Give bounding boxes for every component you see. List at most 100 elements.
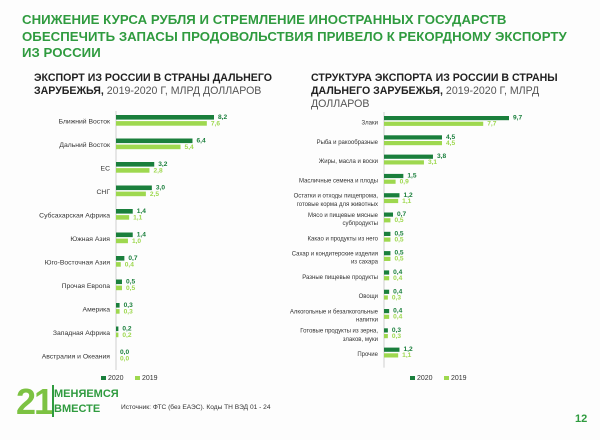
left-chart-value-label-2019: 7,6	[211, 120, 220, 127]
right-chart-bar-2020	[384, 212, 394, 217]
left-chart-bar-2020	[116, 138, 193, 144]
left-chart-category-label: Прочая Европа	[62, 283, 111, 290]
right-chart-value-label-2020: 1,5	[407, 173, 416, 180]
right-chart-bar-2019	[384, 276, 390, 281]
left-chart-bar-2019	[116, 238, 128, 244]
left-chart-category-label-line: Южная Азия	[70, 236, 110, 243]
left-chart-category-label: Западная Африка	[53, 330, 110, 337]
right-chart-legend-label-2019: 2019	[451, 375, 467, 382]
right-chart-bar-2020	[384, 270, 390, 275]
right-chart-category-label-line: Готовые продукты из зерна,	[300, 329, 378, 335]
right-chart-value-label-2019: 1,1	[402, 352, 411, 359]
right-chart-category-label: Алкогольные и безалкогольные напитки	[290, 309, 379, 323]
logo: 21 МЕНЯЕМСЯ ВМЕСТЕ	[16, 380, 126, 430]
left-chart-bar-2019	[116, 309, 120, 314]
left-chart-value-label-2020: 0,3	[124, 302, 133, 309]
left-chart-bar-2019	[116, 262, 121, 267]
left-chart-bar-2019	[116, 168, 150, 173]
right-chart-bar-2020	[384, 251, 391, 256]
left-chart: Ближний Восток 8,27,6 Дальний Восток 6,45,4…	[39, 111, 227, 382]
right-chart-value-label-2019: 7,7	[487, 121, 496, 128]
right-chart-category-label-line: Жиры, масла и воски	[319, 159, 378, 165]
right-chart-value-label-2020: 0,4	[393, 269, 402, 276]
left-chart-legend-swatch-2019	[135, 376, 140, 380]
right-chart-legend-swatch-2020	[410, 376, 415, 380]
right-chart-legend-label-2020: 2020	[417, 375, 433, 382]
left-chart-bar-2020	[116, 256, 125, 261]
left-chart-value-label-2019: 0,4	[125, 261, 134, 268]
right-chart-title-years: 2019-2020 г, млрд долларов	[311, 85, 540, 110]
left-chart-value-label-2020: 0,2	[122, 326, 131, 333]
right-chart-category-label-line: Прочие	[357, 352, 378, 358]
left-chart-title-main-1: Экспорт из России в страны дальнего	[34, 72, 272, 84]
right-chart-bar-2019	[384, 160, 424, 165]
right-chart-bar-2019	[384, 295, 388, 300]
right-chart-category-label-line: Алкогольные и безалкогольные	[290, 309, 379, 315]
right-chart-bar-2019	[384, 218, 391, 223]
right-chart-value-label-2019: 0,3	[392, 333, 401, 340]
right-chart-category-label-line: Злаки	[362, 121, 378, 127]
right-chart-value-label-2019: 0,4	[393, 275, 402, 282]
right-chart-category-label-line: Рыба и ракообразные	[317, 140, 379, 146]
logo-number: 21	[16, 381, 54, 422]
right-chart-bar-2020	[384, 328, 388, 333]
right-chart-category-label: Какао и продукты из него	[308, 236, 379, 242]
right-chart-category-label-line: Сахар и кондитерские изделия	[292, 252, 378, 258]
right-chart-category-label: Остатки и отходы пищепрома, готовые корма…	[294, 194, 379, 208]
left-chart-bar-2020	[116, 209, 133, 214]
left-chart-category-label-line: Дальний Восток	[59, 141, 110, 149]
right-chart-bar-2020	[384, 173, 404, 179]
right-chart-category-label: Злаки	[362, 121, 378, 127]
right-chart-bar-2019	[384, 353, 399, 358]
left-chart-category-label: Юго-Восточная Азия	[45, 260, 111, 267]
left-chart-bar-2020	[116, 162, 155, 167]
left-chart-category-label: Австралия и Океания	[42, 354, 111, 361]
left-chart-bar-2020	[116, 115, 214, 120]
right-chart-value-label-2020: 0,4	[393, 288, 402, 295]
left-chart-bar-2019	[116, 285, 122, 291]
logo-divider	[52, 385, 54, 417]
right-chart-category-label: Прочие	[357, 352, 378, 358]
left-chart-bar-2019	[116, 121, 207, 126]
right-chart-value-label-2019: 0,5	[394, 236, 403, 243]
right-chart-category-label-line: Разные пищевые продукты	[302, 275, 378, 281]
left-chart-bar-2019	[116, 332, 119, 338]
left-chart-value-label-2019: 5,4	[185, 144, 194, 151]
left-chart-legend-swatch-2020	[101, 376, 106, 380]
right-chart-category-label: Овощи	[359, 294, 378, 300]
left-chart-category-label-line: Америка	[83, 307, 111, 314]
right-chart-bar-2019	[384, 121, 484, 126]
left-chart-bar-2019	[116, 191, 146, 197]
left-chart-category-label-line: Субсахарская Африка	[39, 212, 110, 220]
right-chart-value-label-2020: 0,7	[397, 211, 406, 218]
right-chart-bar-2019	[384, 179, 396, 184]
right-chart-category-label: Рыба и ракообразные	[317, 140, 379, 146]
right-chart-value-label-2019: 4,5	[446, 140, 455, 147]
right-chart-category-label: Разные пищевые продукты	[302, 275, 378, 281]
left-chart-category-label-line: Австралия и Океания	[42, 354, 111, 361]
left-chart-value-label-2019: 2,5	[150, 191, 159, 198]
right-chart-category-label: Сахар и кондитерские изделия из сахара	[292, 252, 379, 266]
left-chart-category-label-line: Юго-Восточная Азия	[45, 260, 111, 267]
left-chart-category-label-line: СНГ	[97, 189, 111, 196]
right-chart-bar-2019	[384, 237, 391, 242]
right-chart-value-label-2019: 0,4	[393, 314, 402, 321]
right-chart-value-label-2020: 0,5	[394, 230, 403, 237]
left-chart-legend-label-2020: 2020	[108, 375, 124, 382]
left-chart-category-label-line: Прочая Европа	[62, 283, 111, 290]
left-chart-value-label-2020: 3,2	[158, 161, 167, 168]
left-chart-value-label-2020: 6,4	[196, 138, 205, 145]
right-chart-category-label: Жиры, масла и воски	[319, 159, 378, 165]
right-chart-legend-swatch-2019	[444, 376, 449, 380]
right-chart-value-label-2020: 3,8	[437, 153, 446, 160]
right-chart-value-label-2020: 4,5	[446, 134, 455, 141]
right-chart-category-label-line: из сахара	[351, 260, 379, 266]
left-chart-title-years: 2019-2020 г, млрд долларов	[106, 85, 262, 97]
left-chart-value-label-2020: 1,4	[137, 232, 146, 239]
right-chart-value-label-2019: 0,3	[392, 294, 401, 301]
right-chart-value-label-2020: 0,4	[393, 308, 402, 315]
left-chart-value-label-2019: 0,3	[124, 308, 133, 315]
right-chart-category-label-line: злаков, муки	[343, 337, 378, 343]
left-chart-value-label-2020: 0,7	[128, 255, 137, 262]
left-chart-category-label: Дальний Восток	[59, 141, 110, 149]
